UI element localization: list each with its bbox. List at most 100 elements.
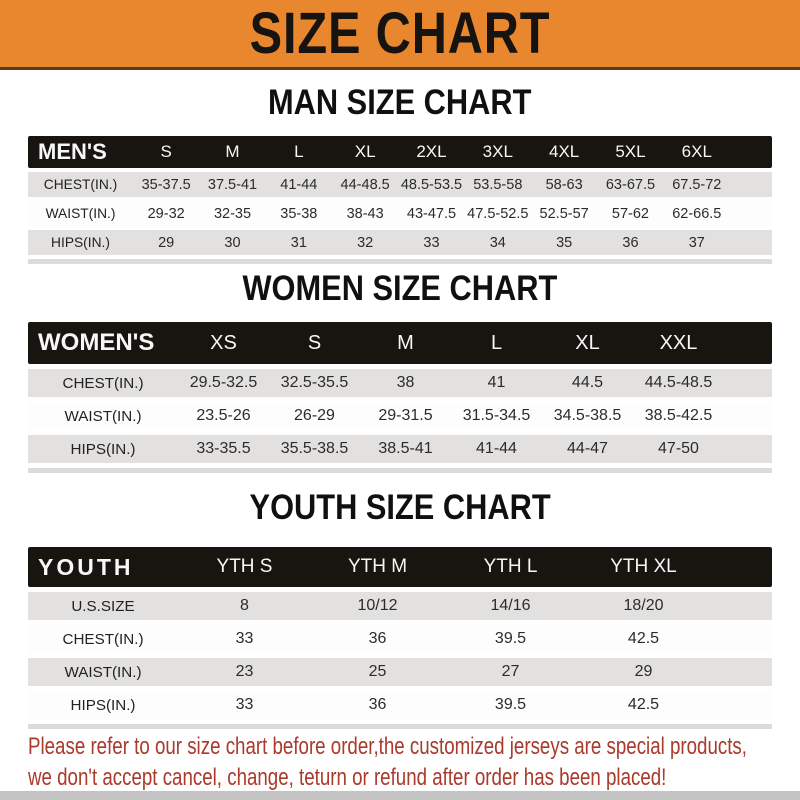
cell-value: 38-43 [346,205,384,222]
column-header: S [307,331,322,354]
men-section: MAN SIZE CHART MEN'S S M L XL 2XL 3XL 4XL 5XL 6XL… [0,84,800,264]
row-label: WAIST(IN.) [64,663,142,681]
table-row: CHEST(IN.) 35-37.5 37.5-41 41-44 44-48.5 48.5… [28,172,772,197]
cell-value: 10/12 [357,597,398,614]
row-label: HIPS(IN.) [70,440,136,458]
cell-value: 35-38 [280,205,318,222]
column-header: XS [210,331,237,354]
row-label: CHEST(IN.) [62,630,144,648]
cell-value: 44.5-48.5 [644,374,713,391]
cell-value: 29-31.5 [378,407,433,424]
cell-value: 34 [489,234,506,251]
column-header: M [397,331,414,354]
disclaimer-line-1: Please refer to our size chart before or… [28,733,748,760]
cell-value: 67.5-72 [672,176,722,193]
cell-value: 25 [368,663,387,680]
cell-value: 32.5-35.5 [280,374,349,391]
table-header-label: YOUTH [38,553,134,580]
table-header-label: MEN'S [38,139,107,164]
cell-value: 34.5-38.5 [553,407,622,424]
table-header-label: WOMEN'S [38,329,155,356]
page-title: SIZE CHART [249,1,551,66]
row-label: HIPS(IN.) [70,696,136,714]
column-header: 6XL [681,142,712,161]
cell-value: 43-47.5 [406,205,457,222]
cell-value: 35-37.5 [141,176,191,193]
women-section-heading: WOMEN SIZE CHART [0,270,800,308]
cell-value: 32-35 [213,205,252,222]
youth-section-heading: YOUTH SIZE CHART [0,489,800,527]
cell-value: 48.5-53.5 [400,176,463,193]
cell-value: 44.5 [571,374,604,391]
cell-value: 23.5-26 [196,407,251,424]
row-label: WAIST(IN.) [45,206,116,221]
cell-value: 42.5 [627,696,660,713]
cell-value: 29 [634,663,653,680]
column-header: 4XL [549,142,580,161]
column-header: L [490,331,503,354]
cell-value: 37.5-41 [207,176,258,193]
cell-value: 29 [158,234,175,251]
disclaimer-note: Please refer to our size chart before or… [28,731,800,793]
cell-value: 33 [235,696,254,713]
cell-value: 38.5-41 [378,440,433,457]
cell-value: 8 [240,597,249,614]
cell-value: 31.5-34.5 [462,407,531,424]
cell-value: 35 [556,234,573,251]
cell-value: 38.5-42.5 [644,407,713,424]
row-label: HIPS(IN.) [51,235,110,250]
cell-value: 29.5-32.5 [189,374,258,391]
row-label: U.S.SIZE [71,597,135,615]
men-section-heading: MAN SIZE CHART [0,84,800,122]
cell-value: 33 [423,234,440,251]
column-header: YTH XL [610,556,677,577]
table-row: CHEST(IN.) 29.5-32.5 32.5-35.5 38 41 44.5 44.5… [28,369,772,397]
men-size-table: MEN'S S M L XL 2XL 3XL 4XL 5XL 6XL CHEST(IN.) 35-37… [28,136,772,264]
youth-size-table: YOUTH YTH S YTH M YTH L YTH XL U.S.SIZE 8 10/12… [28,547,772,729]
cell-value: 33 [235,630,254,647]
cell-value: 32 [357,234,374,251]
cell-value: 33-35.5 [196,440,251,457]
bottom-edge-strip [0,791,800,800]
cell-value: 41 [487,374,506,391]
table-row: WAIST(IN.) 23.5-26 26-29 29-31.5 31.5-34.5 34… [28,402,772,430]
table-row: WAIST(IN.) 29-32 32-35 35-38 38-43 43-47.5 47.… [28,201,772,226]
table-bottom-strip [28,259,772,264]
cell-value: 63-67.5 [605,176,656,193]
cell-value: 29-32 [147,205,185,222]
cell-value: 52.5-57 [539,205,589,222]
table-row: CHEST(IN.) 33 36 39.5 42.5 [28,625,772,653]
column-header: M [225,142,240,161]
column-header: YTH S [216,556,273,577]
cell-value: 44-47 [567,440,608,457]
column-header: S [160,142,172,161]
column-header: 3XL [482,142,513,161]
cell-value: 41-44 [476,440,517,457]
cell-value: 23 [235,663,254,680]
youth-section-title: YOUTH SIZE CHART [249,488,551,527]
cell-value: 18/20 [623,597,664,614]
row-label: WAIST(IN.) [64,407,142,425]
cell-value: 27 [501,663,520,680]
cell-value: 62-66.5 [672,205,722,222]
table-bottom-strip [28,724,772,729]
table-header-row: MEN'S S M L XL 2XL 3XL 4XL 5XL 6XL [28,136,772,168]
column-header: YTH L [483,556,538,577]
cell-value: 35.5-38.5 [280,440,349,457]
column-header: XXL [659,331,698,354]
column-header: L [294,142,304,161]
table-row: HIPS(IN.) 33 36 39.5 42.5 [28,691,772,719]
table-header-row: WOMEN'S XS S M L XL XXL [28,322,772,364]
women-size-table: WOMEN'S XS S M L XL XXL CHEST(IN.) 29.5-32.5 32.5… [28,322,772,473]
column-header: XL [354,142,376,161]
cell-value: 37 [688,234,705,251]
cell-value: 57-62 [611,205,649,222]
cell-value: 36 [368,696,387,713]
table-header-row: YOUTH YTH S YTH M YTH L YTH XL [28,547,772,587]
cell-value: 36 [622,234,639,251]
women-section: WOMEN SIZE CHART WOMEN'S XS S M L XL XXL CHEST(… [0,270,800,473]
column-header: 5XL [615,142,646,161]
cell-value: 42.5 [627,630,660,647]
cell-value: 36 [368,630,387,647]
